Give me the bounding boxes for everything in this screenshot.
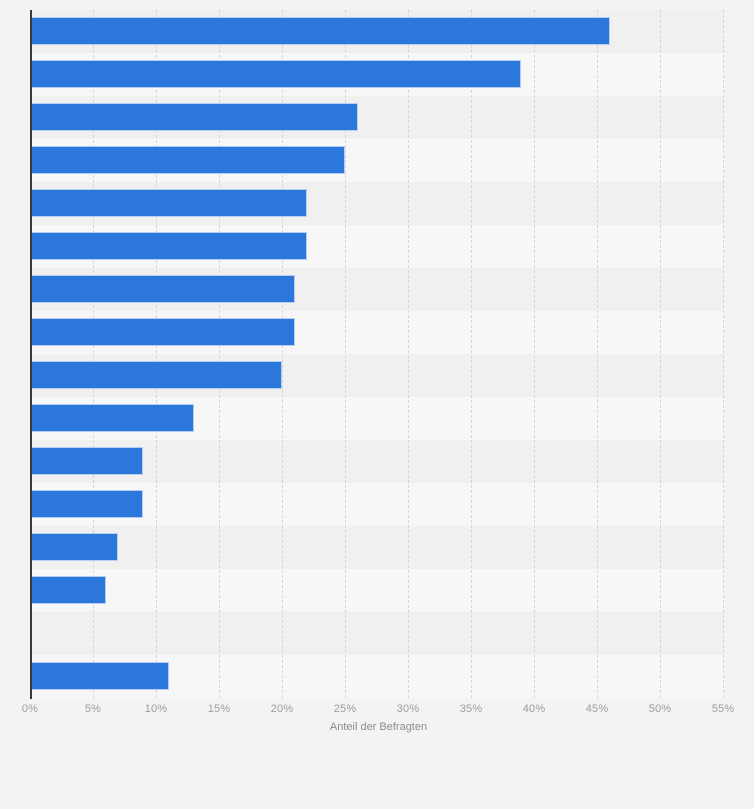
gridline xyxy=(219,10,220,698)
x-tick-label: 25% xyxy=(333,703,357,715)
row-band xyxy=(30,440,724,483)
bar[interactable] xyxy=(30,318,295,346)
x-tick-label: 20% xyxy=(270,703,294,715)
bar[interactable] xyxy=(30,447,143,475)
x-tick-label: 35% xyxy=(459,703,483,715)
row-band xyxy=(30,569,724,612)
bar[interactable] xyxy=(30,533,118,561)
x-tick-label: 30% xyxy=(396,703,420,715)
bar[interactable] xyxy=(30,103,358,131)
bar[interactable] xyxy=(30,146,345,174)
row-band xyxy=(30,612,724,655)
bar[interactable] xyxy=(30,60,521,88)
x-tick-label: 45% xyxy=(585,703,609,715)
gridline xyxy=(282,10,283,698)
y-axis-line xyxy=(30,10,32,699)
bar[interactable] xyxy=(30,17,610,45)
bar[interactable] xyxy=(30,576,106,604)
gridline xyxy=(156,10,157,698)
gridline xyxy=(534,10,535,698)
gridline xyxy=(597,10,598,698)
row-band xyxy=(30,483,724,526)
gridline xyxy=(408,10,409,698)
bar[interactable] xyxy=(30,662,169,690)
bar[interactable] xyxy=(30,490,143,518)
x-tick-label: 50% xyxy=(648,703,672,715)
bar[interactable] xyxy=(30,189,307,217)
x-tick-label: 55% xyxy=(711,703,735,715)
x-tick-label: 40% xyxy=(522,703,546,715)
bar[interactable] xyxy=(30,361,282,389)
gridline xyxy=(471,10,472,698)
x-tick-label: 0% xyxy=(21,703,39,715)
x-tick-label: 5% xyxy=(84,703,102,715)
x-tick-label: 15% xyxy=(207,703,231,715)
x-axis-title: Anteil der Befragten xyxy=(329,721,428,733)
bar[interactable] xyxy=(30,404,194,432)
row-band xyxy=(30,526,724,569)
x-tick-label: 10% xyxy=(144,703,168,715)
gridline xyxy=(660,10,661,698)
plot-area xyxy=(30,10,727,699)
gridline xyxy=(723,10,724,698)
gridline xyxy=(345,10,346,698)
bar[interactable] xyxy=(30,232,307,260)
gridline xyxy=(93,10,94,698)
bar[interactable] xyxy=(30,275,295,303)
